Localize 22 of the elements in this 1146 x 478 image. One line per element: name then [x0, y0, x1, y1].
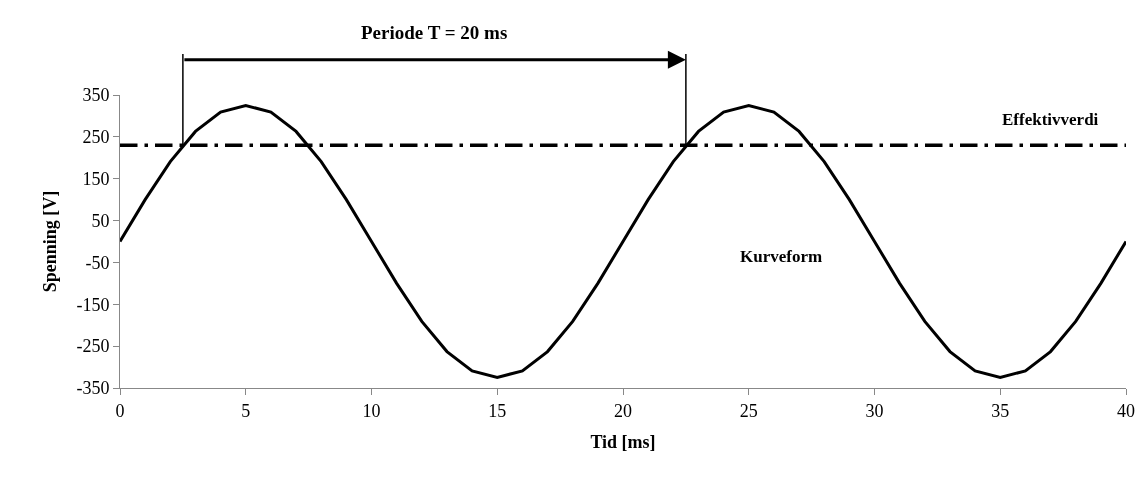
chart-title: Periode T = 20 ms [361, 22, 508, 43]
x-tick-label: 0 [115, 400, 125, 421]
x-tick-label: 40 [1117, 400, 1135, 421]
y-tick-label: -250 [76, 336, 110, 357]
y-tick-label: -150 [76, 294, 110, 315]
x-tick-label: 10 [362, 400, 381, 421]
y-tick-label: 50 [91, 210, 110, 231]
x-tick-label: 5 [241, 400, 251, 421]
y-tick-label: 250 [82, 127, 110, 148]
y-tick-label: -50 [85, 252, 110, 273]
y-tick-label: -350 [76, 378, 110, 399]
x-tick-label: 35 [991, 400, 1010, 421]
ref-line-label: Effektivverdi [1002, 110, 1099, 129]
x-tick-label: 25 [739, 400, 758, 421]
annotation: Kurveform [740, 247, 823, 266]
x-axis-title: Tid [ms] [590, 431, 656, 452]
y-tick-label: 150 [82, 169, 110, 190]
x-tick-label: 30 [865, 400, 884, 421]
x-tick-label: 15 [488, 400, 507, 421]
y-tick-label: 350 [82, 85, 110, 106]
x-tick-label: 20 [614, 400, 632, 421]
y-axis-title: Spenning [V] [39, 190, 60, 293]
